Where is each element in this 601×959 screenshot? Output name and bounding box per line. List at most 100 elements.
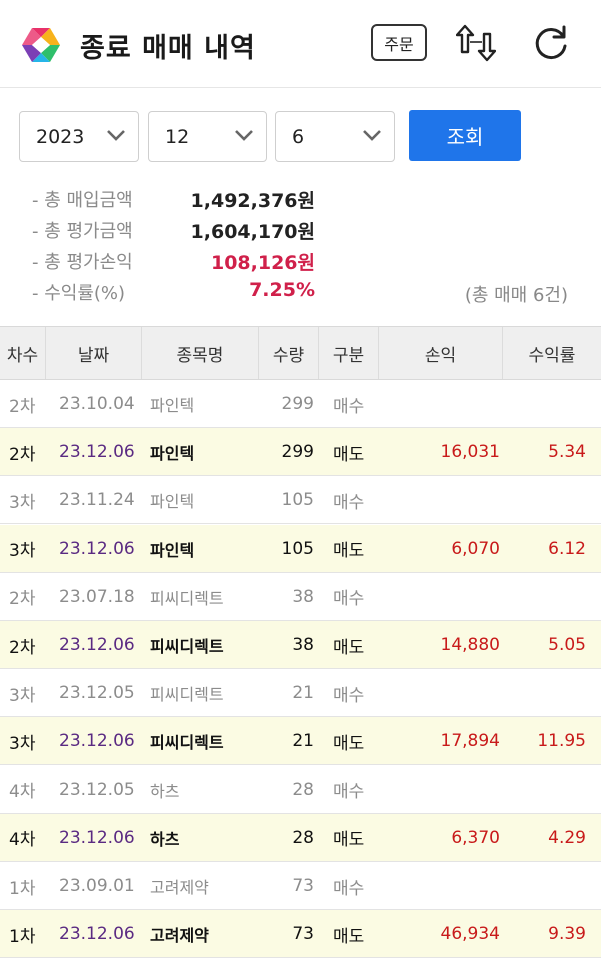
profit-loss-cell: 46,934	[440, 924, 500, 945]
total-valuation-label: - 총 평가금액	[32, 221, 133, 242]
month-value: 12	[165, 126, 190, 148]
trade-round-cell: 3차	[9, 541, 36, 562]
trade-type-cell: 매수	[333, 589, 365, 610]
total-purchase-value: 1,492,376원	[190, 190, 315, 212]
profit-loss-cell	[380, 669, 500, 717]
stock-name-cell: 고려제약	[150, 878, 209, 897]
quantity-cell: 73	[292, 876, 314, 896]
trade-round-cell: 1차	[9, 926, 36, 947]
quantity-cell: 105	[281, 490, 314, 511]
chevron-down-icon	[363, 130, 381, 141]
trade-date-cell: 23.12.05	[59, 683, 135, 704]
app-header: 종료 매매 내역 주문	[0, 0, 601, 88]
trade-date-cell: 23.09.01	[59, 876, 135, 896]
trade-type-cell: 매도	[333, 541, 365, 562]
stock-name-cell: 피씨디렉트	[150, 733, 224, 753]
trade-date-cell: 23.11.24	[59, 490, 135, 511]
return-rate-value: 7.25%	[249, 279, 315, 301]
quantity-cell: 105	[281, 538, 314, 559]
table-row[interactable]: 4차 23.12.06 하츠 28 매도 6,370 4.29	[0, 813, 601, 862]
stock-name-cell: 하츠	[150, 829, 180, 849]
total-purchase-label: - 총 매입금액	[32, 190, 133, 211]
stock-name-cell: 피씨디렉트	[150, 588, 224, 608]
profit-loss-cell: 14,880	[440, 635, 500, 655]
profit-loss-cell	[380, 573, 500, 621]
column-header-cha: 차수	[0, 327, 46, 379]
search-button[interactable]: 조회	[409, 110, 521, 161]
trade-type-cell: 매도	[333, 830, 365, 851]
stock-name-cell: 피씨디렉트	[150, 685, 224, 705]
order-button[interactable]: 주문	[371, 24, 427, 61]
trade-type-cell: 매수	[333, 492, 365, 513]
month-select[interactable]: 12	[148, 111, 267, 162]
return-rate-label: - 수익률(%)	[32, 283, 126, 304]
table-row[interactable]: 3차 23.12.06 피씨디렉트 21 매도 17,894 11.95	[0, 717, 601, 766]
return-rate-cell: 5.05	[548, 635, 586, 655]
trade-round-cell: 2차	[9, 589, 36, 610]
trade-round-cell: 3차	[9, 733, 36, 754]
column-header-profit: 손익	[379, 327, 503, 379]
return-rate-cell: 9.39	[548, 924, 586, 945]
stock-name-cell: 파인텍	[150, 492, 195, 512]
return-rate-cell: 5.34	[548, 442, 586, 463]
profit-loss-cell: 17,894	[440, 731, 500, 752]
table-row[interactable]: 4차 23.12.05 하츠 28 매수	[0, 766, 601, 814]
total-trade-count: (총 매매 6건)	[464, 285, 568, 306]
table-row[interactable]: 2차 23.07.18 피씨디렉트 38 매수	[0, 573, 601, 621]
page-title: 종료 매매 내역	[80, 33, 256, 64]
refresh-icon[interactable]	[532, 24, 570, 62]
return-rate-cell	[500, 669, 586, 717]
quantity-cell: 28	[292, 827, 314, 848]
table-row[interactable]: 1차 23.09.01 고려제약 73 매수	[0, 862, 601, 910]
chevron-down-icon	[235, 130, 253, 141]
day-select[interactable]: 6	[275, 111, 395, 162]
trade-type-cell: 매도	[333, 637, 365, 658]
profit-loss-cell: 16,031	[440, 442, 500, 463]
trade-round-cell: 1차	[9, 878, 36, 899]
trade-round-cell: 3차	[9, 492, 36, 513]
trade-round-cell: 2차	[9, 396, 36, 417]
profit-loss-cell	[380, 476, 500, 524]
stock-name-cell: 하츠	[150, 781, 180, 801]
table-row[interactable]: 2차 23.12.06 피씨디렉트 38 매도 14,880 5.05	[0, 621, 601, 669]
quantity-cell: 73	[292, 924, 314, 945]
column-header-date: 날짜	[46, 327, 142, 379]
year-value: 2023	[36, 126, 85, 148]
trade-type-cell: 매수	[333, 685, 365, 706]
trade-round-cell: 4차	[9, 830, 36, 851]
column-header-type: 구분	[319, 327, 379, 379]
swap-arrows-icon[interactable]	[456, 22, 496, 64]
table-row[interactable]: 3차 23.12.05 피씨디렉트 21 매수	[0, 669, 601, 718]
trade-date-cell: 23.12.06	[59, 635, 135, 655]
quantity-cell: 21	[292, 683, 314, 704]
trade-date-cell: 23.12.06	[59, 924, 135, 945]
total-valuation-value: 1,604,170원	[190, 221, 315, 243]
total-profit-value: 108,126원	[210, 252, 315, 274]
quantity-cell: 299	[281, 394, 314, 414]
column-header-name: 종목명	[142, 327, 259, 379]
trade-date-cell: 23.12.05	[59, 779, 135, 800]
column-header-rate: 수익률	[528, 345, 576, 366]
table-row[interactable]: 3차 23.12.06 파인텍 105 매도 6,070 6.12	[0, 524, 601, 573]
table-row[interactable]: 2차 23.12.06 파인텍 299 매도 16,031 5.34	[0, 428, 601, 477]
trade-round-cell: 4차	[9, 782, 36, 803]
trade-type-cell: 매도	[333, 733, 365, 754]
profit-loss-cell	[380, 862, 500, 910]
stock-name-cell: 피씨디렉트	[150, 637, 224, 656]
quantity-cell: 21	[292, 731, 314, 752]
trade-date-cell: 23.10.04	[59, 394, 135, 414]
year-select[interactable]: 2023	[19, 111, 139, 162]
trade-type-cell: 매도	[333, 926, 365, 947]
return-rate-cell	[500, 380, 586, 428]
app-logo-icon	[22, 28, 60, 62]
return-rate-cell	[500, 862, 586, 910]
table-row[interactable]: 2차 23.10.04 파인텍 299 매수	[0, 380, 601, 428]
trade-type-cell: 매수	[333, 878, 365, 899]
trade-date-cell: 23.12.06	[59, 827, 135, 848]
stock-name-cell: 파인텍	[150, 396, 195, 415]
table-row[interactable]: 1차 23.12.06 고려제약 73 매도 46,934 9.39	[0, 910, 601, 959]
return-rate-cell: 6.12	[548, 538, 586, 559]
table-row[interactable]: 3차 23.11.24 파인텍 105 매수	[0, 476, 601, 525]
stock-name-cell: 고려제약	[150, 926, 209, 946]
return-rate-cell: 4.29	[548, 827, 586, 848]
